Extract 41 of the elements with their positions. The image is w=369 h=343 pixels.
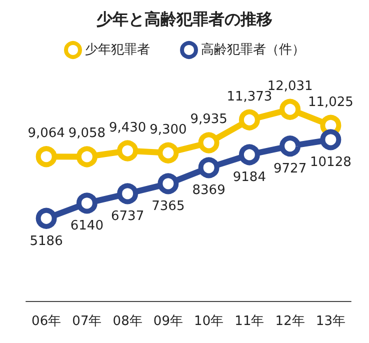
data-label: 10128 — [310, 155, 352, 170]
point — [117, 140, 138, 162]
point — [280, 98, 301, 120]
legend-label: 少年犯罪者 — [85, 42, 150, 58]
legend-label: 高齢犯罪者（件） — [201, 42, 305, 58]
x-tick-label: 06年 — [32, 314, 62, 329]
point — [198, 132, 220, 154]
data-label: 9184 — [232, 170, 266, 186]
data-label: 5186 — [30, 234, 63, 249]
data-label: 9727 — [274, 162, 307, 177]
point — [198, 157, 220, 178]
point — [158, 173, 179, 194]
data-label: 9,064 — [28, 126, 65, 142]
data-label: 9,935 — [190, 112, 228, 128]
data-label: 6737 — [111, 209, 144, 224]
x-tick-label: 10年 — [194, 314, 224, 329]
x-tick-label: 13年 — [316, 314, 346, 329]
point — [76, 146, 98, 168]
point — [238, 109, 260, 130]
data-label: 7365 — [152, 199, 185, 214]
x-tick-label: 08年 — [112, 314, 142, 329]
data-label: 11,373 — [226, 89, 272, 104]
point — [117, 183, 138, 204]
point — [238, 144, 260, 166]
data-label: 6140 — [70, 218, 104, 234]
point — [36, 146, 57, 168]
x-tick-label: 07年 — [72, 314, 102, 329]
data-label: 9,300 — [150, 122, 187, 138]
data-label: 9,058 — [68, 126, 106, 142]
point — [158, 142, 179, 164]
point — [280, 136, 301, 157]
point — [36, 208, 57, 229]
data-label: 8369 — [192, 183, 226, 198]
x-tick-label: 11年 — [234, 314, 264, 329]
chart-title: 少年と高齢犯罪者の推移 — [96, 10, 272, 28]
x-tick-label: 12年 — [275, 314, 305, 329]
point — [320, 129, 342, 150]
data-label: 11,025 — [308, 94, 354, 110]
point — [76, 192, 98, 214]
x-tick-label: 09年 — [153, 314, 183, 329]
data-label: 9,430 — [108, 120, 146, 136]
